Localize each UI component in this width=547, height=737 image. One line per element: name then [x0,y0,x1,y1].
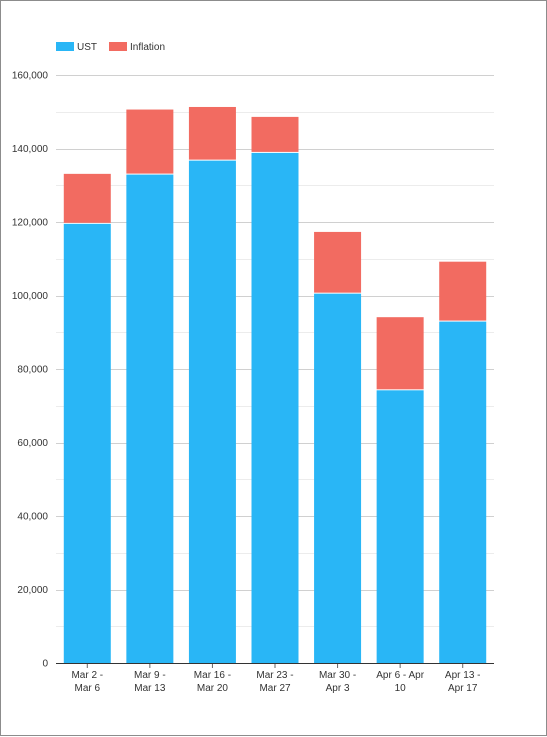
x-tick-label: Mar 9 -Mar 13 [134,670,166,694]
x-tick-label: Apr 6 - Apr 10 [376,670,424,694]
bar-ust[interactable] [314,293,362,663]
legend-label: UST [77,42,97,53]
legend-swatch [56,42,74,51]
bar-ust[interactable] [63,223,111,663]
x-tick-label: Mar 23 -Mar 27 [256,670,293,694]
bar-ust[interactable] [188,160,236,663]
y-tick-label: 20,000 [17,585,48,596]
y-tick-label: 140,000 [12,144,49,155]
bar-inflation[interactable] [376,317,424,390]
legend-item-inflation[interactable]: Inflation [109,42,165,53]
y-tick-label: 80,000 [17,365,48,376]
bar-inflation[interactable] [63,173,111,223]
bar-ust[interactable] [126,174,174,663]
x-tick-label: Mar 16 -Mar 20 [194,670,231,694]
legend-swatch [109,42,127,51]
bar-inflation[interactable] [251,116,299,152]
bars [63,106,487,663]
y-tick-label: 100,000 [12,291,49,302]
x-tick-label: Apr 13 -Apr 17 [445,670,481,694]
bar-ust[interactable] [251,152,299,663]
legend: UST Inflation [56,42,165,53]
y-tick-label: 160,000 [12,71,49,82]
legend-label: Inflation [130,42,165,53]
y-tick-label: 0 [42,659,48,670]
bar-inflation[interactable] [439,261,487,321]
y-tick-label: 60,000 [17,438,48,449]
bar-ust[interactable] [439,321,487,663]
bar-inflation[interactable] [314,231,362,293]
axes: 0 20,000 40,000 60,000 80,000 100,000 120,000 1… [12,71,494,694]
y-tick-label: 40,000 [17,512,48,523]
legend-item-ust[interactable]: UST [56,42,97,53]
x-tick-label: Mar 30 -Apr 3 [319,670,356,694]
bar-inflation[interactable] [126,109,174,174]
bar-inflation[interactable] [188,106,236,160]
y-tick-label: 120,000 [12,218,49,229]
x-tick-label: Mar 2 -Mar 6 [71,670,103,694]
bar-ust[interactable] [376,390,424,663]
